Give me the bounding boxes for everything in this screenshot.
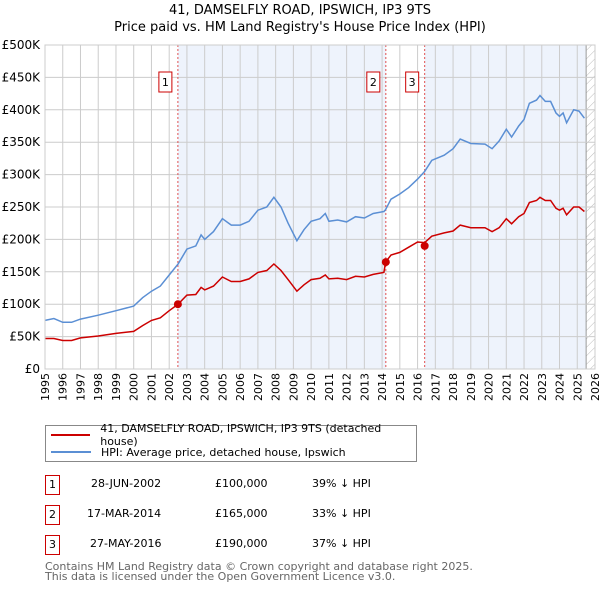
y-tick-label: £150K xyxy=(2,265,42,279)
chart-title: 41, DAMSELFLY ROAD, IPSWICH, IP3 9TS xyxy=(169,3,431,18)
x-tick-label: 1999 xyxy=(110,373,123,401)
sale-hpi-diff: 33% ↓ HPI xyxy=(312,507,371,520)
price-chart: 1995 1996 1997 1998 1999 2000 2001 2002 2003 2004… xyxy=(2,38,600,401)
sale-price: £100,000 xyxy=(215,477,268,490)
sale-point xyxy=(381,258,390,267)
legend-item-hpi: HPI: Average price, detached house, Ipsw… xyxy=(46,444,346,460)
legend-label: HPI: Average price, detached house, Ipsw… xyxy=(101,445,346,459)
y-tick-label: £400K xyxy=(2,103,42,117)
x-tick-label: 2016 xyxy=(412,373,425,401)
sale-price: £190,000 xyxy=(215,537,268,550)
sale-label: 1 xyxy=(162,76,169,89)
sale-point xyxy=(420,241,429,250)
x-tick-label: 2002 xyxy=(163,373,176,401)
x-tick-label: 2001 xyxy=(145,373,158,401)
x-tick-label: 2010 xyxy=(305,373,318,401)
x-tick-label: 1996 xyxy=(57,373,70,401)
sale-label-box xyxy=(158,71,173,93)
x-tick-label: 2020 xyxy=(483,373,496,401)
x-tick-label: 2005 xyxy=(216,373,229,401)
y-tick-label: £250K xyxy=(2,200,42,214)
sale-label-box xyxy=(405,71,420,93)
property-price-line xyxy=(45,196,585,342)
sale-marker-box: 3 xyxy=(45,535,60,555)
footer-copyright: Contains HM Land Registry data © Crown c… xyxy=(45,560,473,573)
x-tick-label: 1997 xyxy=(74,373,87,401)
plot-frame xyxy=(44,44,596,370)
sale-date: 17-MAR-2014 xyxy=(87,507,162,520)
y-tick-label: £0 xyxy=(25,362,40,376)
x-tick-label: 2004 xyxy=(199,373,212,401)
sale-date: 28-JUN-2002 xyxy=(91,477,162,490)
legend-swatch-red xyxy=(51,434,91,436)
y-tick-label: £500K xyxy=(2,38,42,52)
x-tick-label: 2026 xyxy=(589,373,600,401)
y-tick-label: £200K xyxy=(2,232,42,246)
sale-marker-box: 2 xyxy=(45,505,60,525)
x-tick-label: 2000 xyxy=(128,373,141,401)
x-tick-label: 2024 xyxy=(554,373,567,401)
sale-label: 2 xyxy=(370,76,377,89)
y-tick-label: £450K xyxy=(2,70,42,84)
x-tick-label: 2022 xyxy=(518,373,531,401)
y-tick-label: £100K xyxy=(2,297,42,311)
chart-subtitle: Price paid vs. HM Land Registry's House … xyxy=(114,20,486,35)
x-tick-label: 2006 xyxy=(234,373,247,401)
legend-swatch-blue xyxy=(51,451,91,453)
legend: 41, DAMSELFLY ROAD, IPSWICH, IP3 9TS (de… xyxy=(45,422,417,462)
x-tick-label: 2025 xyxy=(571,373,584,401)
x-tick-label: 2009 xyxy=(287,373,300,401)
sale-hpi-diff: 37% ↓ HPI xyxy=(312,537,371,550)
y-tick-label: £300K xyxy=(2,168,42,182)
x-tick-label: 2023 xyxy=(536,373,549,401)
x-tick-label: 2013 xyxy=(358,373,371,401)
x-tick-label: 1995 xyxy=(39,373,52,401)
x-tick-label: 2012 xyxy=(341,373,354,401)
x-tick-label: 2011 xyxy=(323,373,336,401)
sale-label-box xyxy=(366,71,381,93)
x-tick-label: 1998 xyxy=(92,373,105,401)
hpi-line xyxy=(44,94,585,324)
sale-label: 3 xyxy=(409,76,416,89)
legend-label: 41, DAMSELFLY ROAD, IPSWICH, IP3 9TS (de… xyxy=(100,422,382,448)
footer-licence: This data is licensed under the Open Gov… xyxy=(45,570,396,583)
x-tick-label: 2019 xyxy=(465,373,478,401)
x-tick-label: 2014 xyxy=(376,373,389,401)
sale-price: £165,000 xyxy=(215,507,268,520)
x-tick-label: 2021 xyxy=(500,373,513,401)
y-tick-label: £350K xyxy=(2,135,42,149)
y-tick-label: £50K xyxy=(9,330,41,344)
x-tick-label: 2008 xyxy=(270,373,283,401)
sale-marker-box: 1 xyxy=(45,475,60,495)
sale-hpi-diff: 39% ↓ HPI xyxy=(312,477,371,490)
x-tick-label: 2007 xyxy=(252,373,265,401)
legend-item-property: 41, DAMSELFLY ROAD, IPSWICH, IP3 9TS (de… xyxy=(46,422,416,448)
sale-date: 27-MAY-2016 xyxy=(90,537,162,550)
x-tick-label: 2018 xyxy=(447,373,460,401)
x-tick-label: 2015 xyxy=(394,373,407,401)
x-tick-label: 2003 xyxy=(181,373,194,401)
x-tick-label: 2017 xyxy=(429,373,442,401)
sale-point xyxy=(173,300,182,309)
